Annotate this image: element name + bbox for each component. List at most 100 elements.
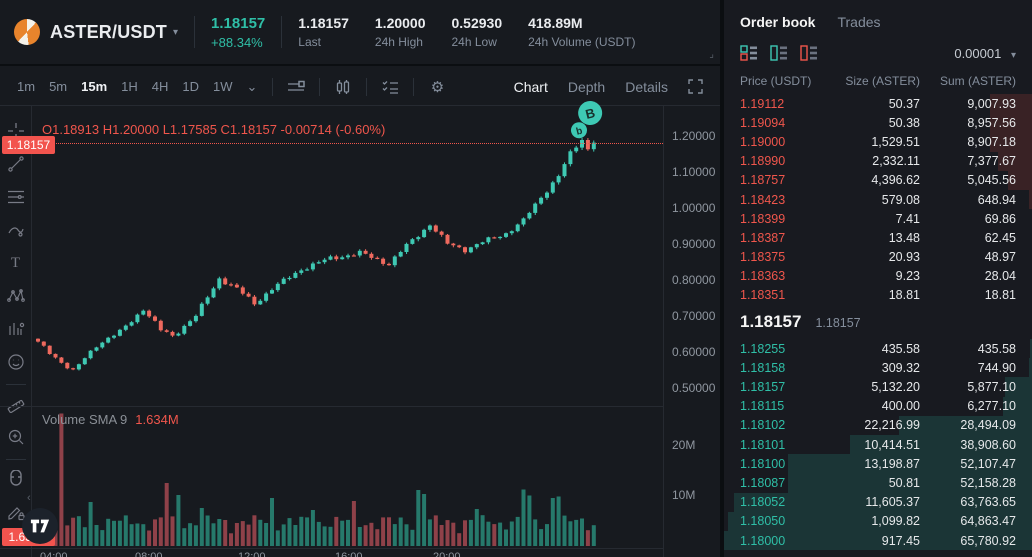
bid-row[interactable]: 1.18087 50.81 52,158.28: [724, 473, 1032, 493]
stat-label: Last: [298, 35, 321, 49]
bid-row[interactable]: 1.18255 435.58 435.58: [724, 339, 1032, 359]
bid-row[interactable]: 1.18100 13,198.87 52,107.47: [724, 454, 1032, 474]
depth-bar: [989, 94, 1032, 114]
tab-depth[interactable]: Depth: [567, 78, 606, 95]
ask-row[interactable]: 1.18363 9.23 28.04: [724, 267, 1032, 286]
bid-row[interactable]: 1.18102 22,216.99 28,494.09: [724, 415, 1032, 435]
order-sum: 8,907.18: [967, 134, 1016, 149]
order-price: 1.18423: [740, 192, 786, 207]
view-bids-only-icon[interactable]: [770, 44, 788, 62]
order-size: 9.23: [895, 269, 920, 284]
col-header-sum: Sum (ASTER): [939, 74, 1016, 88]
order-price: 1.19112: [740, 96, 785, 111]
text-tool-icon[interactable]: T: [10, 254, 21, 271]
fullscreen-icon[interactable]: [680, 75, 710, 99]
tab-details[interactable]: Details: [625, 78, 668, 95]
view-both-sides-icon[interactable]: [740, 44, 758, 62]
time-axis-tick: 08:00: [135, 551, 163, 557]
candlestick-type-icon[interactable]: [328, 75, 358, 99]
order-price: 1.18101: [740, 437, 786, 452]
timeframe-1D[interactable]: 1D: [182, 79, 200, 94]
mid-price-row[interactable]: 1.18157 1.18157: [724, 305, 1032, 339]
stat-value: 1.18157: [298, 15, 349, 31]
ask-row[interactable]: 1.18351 18.81 18.81: [724, 286, 1032, 305]
volume-indicator-label: Volume SMA 9 1.634M: [42, 412, 179, 427]
zoom-in-icon[interactable]: [3, 422, 29, 452]
trendline-icon[interactable]: [3, 149, 29, 179]
order-size: 18.81: [888, 288, 920, 303]
ask-row[interactable]: 1.18399 7.41 69.86: [724, 209, 1032, 229]
bid-row[interactable]: 1.18115 400.00 6,277.10: [724, 396, 1032, 416]
stat-24h-volume: 418.89M 24h Volume (USDT): [528, 15, 635, 49]
time-axis-tick: 20:00: [433, 551, 461, 557]
pair-selector[interactable]: ASTER/USDT ▾: [50, 22, 178, 43]
pane-divider[interactable]: [0, 406, 663, 407]
forecast-tool-icon[interactable]: [3, 314, 29, 344]
bid-row[interactable]: 1.18158 309.32 744.90: [724, 358, 1032, 378]
order-size: 435.58: [881, 341, 920, 356]
last-price: 1.18157: [211, 14, 266, 32]
tab-trades[interactable]: Trades: [837, 14, 881, 30]
divider: [413, 77, 415, 96]
bid-row[interactable]: 1.18101 10,414.51 38,908.60: [724, 435, 1032, 455]
bid-row[interactable]: 1.18157 5,132.20 5,877.10: [724, 377, 1032, 397]
stat-24h-high: 1.20000 24h High: [375, 15, 426, 49]
ask-row[interactable]: 1.19112 50.37 9,007.93: [724, 94, 1032, 114]
ask-row[interactable]: 1.19000 1,529.51 8,907.18: [724, 132, 1032, 152]
xabcd-pattern-icon[interactable]: [3, 281, 29, 311]
fib-retracement-icon[interactable]: [3, 182, 29, 212]
price-axis-tick: 1.00000: [672, 201, 716, 215]
timeframe-1H[interactable]: 1H: [121, 79, 138, 94]
magnet-icon[interactable]: [3, 464, 29, 494]
bid-row[interactable]: 1.18052 11,605.37 63,763.65: [724, 492, 1032, 512]
ask-row[interactable]: 1.18375 20.93 48.97: [724, 247, 1032, 267]
order-price: 1.18399: [740, 211, 786, 226]
emoji-tool-icon[interactable]: [3, 347, 29, 377]
ask-row[interactable]: 1.18423 579.08 648.94: [724, 189, 1032, 210]
price-axis-tick: 0.60000: [672, 345, 716, 359]
stat-value: 1.20000: [374, 15, 426, 31]
candlestick-chart[interactable]: [32, 106, 663, 406]
precision-dropdown[interactable]: 0.00001 ▾: [954, 46, 1016, 61]
timeframe-more-chevron-icon[interactable]: ⌄: [246, 78, 258, 94]
order-book-panel: Order book Trades 0.00001 ▾ Price (USDT)…: [724, 0, 1032, 557]
volume-chart[interactable]: [32, 406, 663, 548]
tab-order-book[interactable]: Order book: [740, 14, 816, 30]
order-price: 1.18052: [740, 495, 786, 510]
timeframe-1W[interactable]: 1W: [213, 79, 233, 94]
timeframe-1m[interactable]: 1m: [17, 79, 36, 94]
bid-row[interactable]: 1.18000 917.45 65,780.92: [724, 530, 1032, 551]
ask-row[interactable]: 1.19094 50.38 8,957.56: [724, 113, 1032, 133]
timeframe-15m[interactable]: 15m: [81, 79, 108, 94]
ask-row[interactable]: 1.18757 4,396.62 5,045.56: [724, 170, 1032, 190]
price-axis[interactable]: 1.20000 1.10000 1.00000 0.90000 0.80000 0.700…: [663, 106, 720, 557]
timeframe-4H[interactable]: 4H: [151, 79, 169, 94]
depth-bar: [1002, 396, 1032, 416]
ask-row[interactable]: 1.18387 13.48 62.45: [724, 228, 1032, 248]
tradingview-logo[interactable]: [22, 508, 58, 544]
settings-gear-icon[interactable]: ⚙: [430, 78, 445, 96]
collapse-toolbar-chevron-icon[interactable]: ‹: [27, 492, 31, 504]
ruler-icon[interactable]: [3, 389, 29, 419]
indicators-list-icon[interactable]: [375, 75, 405, 99]
order-price: 1.19000: [740, 134, 786, 149]
timeframe-5m[interactable]: 5m: [49, 79, 68, 94]
order-sum: 744.90: [977, 360, 1016, 375]
resize-corner-icon[interactable]: ⌟: [709, 49, 714, 60]
order-price: 1.18158: [740, 360, 786, 375]
chart-style-settings-icon[interactable]: [281, 75, 311, 99]
bid-row[interactable]: 1.18050 1,099.82 64,863.47: [724, 511, 1032, 531]
order-price: 1.18351: [740, 288, 786, 303]
order-size: 1,529.51: [871, 134, 920, 149]
precision-value: 0.00001: [954, 45, 1002, 61]
depth-bar: [1008, 170, 1032, 190]
order-sum: 435.58: [977, 341, 1016, 356]
ask-row[interactable]: 1.18990 2,332.11 7,377.67: [724, 151, 1032, 171]
chart-sticker-emoji[interactable]: B b: [564, 100, 610, 142]
divider: [194, 16, 196, 48]
view-asks-only-icon[interactable]: [800, 44, 818, 62]
brush-icon[interactable]: [3, 215, 29, 245]
tab-chart[interactable]: Chart: [513, 78, 548, 95]
order-sum: 18.81: [984, 288, 1016, 303]
order-price: 1.18000: [740, 533, 786, 548]
